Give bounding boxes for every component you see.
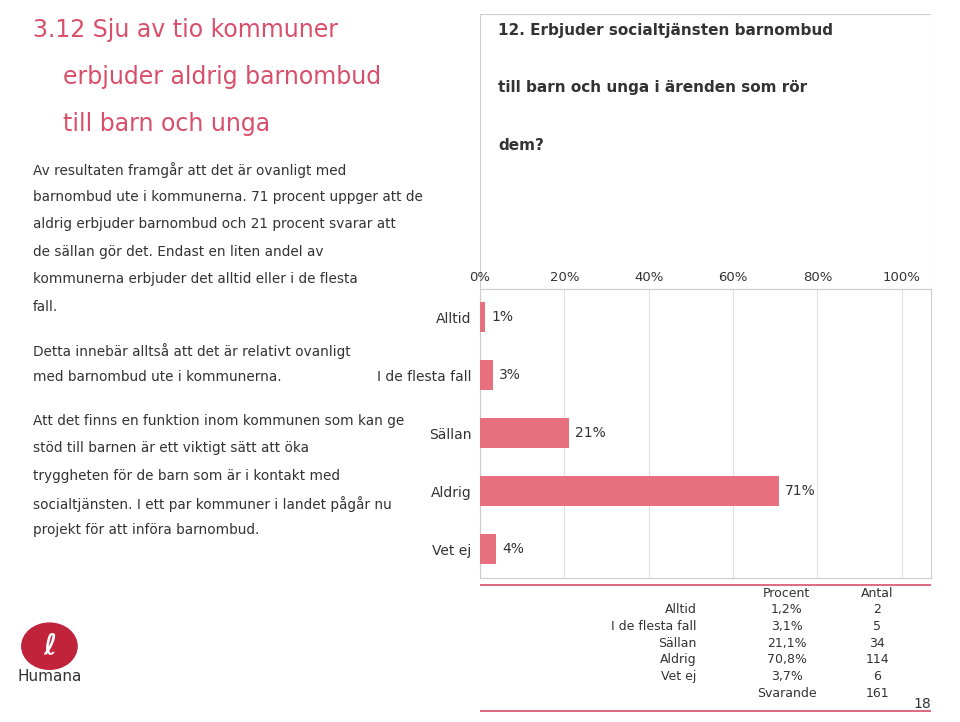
Text: Procent: Procent: [763, 587, 810, 600]
Text: 34: 34: [869, 637, 885, 650]
Bar: [480, 418, 569, 448]
Text: barnombud ute i kommunerna. 71 procent uppger att de: barnombud ute i kommunerna. 71 procent u…: [33, 190, 422, 204]
Circle shape: [22, 623, 77, 669]
FancyBboxPatch shape: [480, 14, 931, 289]
Text: projekt för att införa barnombud.: projekt för att införa barnombud.: [33, 523, 259, 537]
Text: 2: 2: [873, 604, 881, 617]
Text: 3,7%: 3,7%: [771, 670, 803, 683]
Text: 21,1%: 21,1%: [767, 637, 806, 650]
Text: aldrig erbjuder barnombud och 21 procent svarar att: aldrig erbjuder barnombud och 21 procent…: [33, 217, 396, 231]
Text: fall.: fall.: [33, 300, 58, 313]
Text: tryggheten för de barn som är i kontakt med: tryggheten för de barn som är i kontakt …: [33, 469, 340, 482]
Text: ℓ: ℓ: [43, 632, 56, 660]
Text: 1,2%: 1,2%: [771, 604, 803, 617]
Text: erbjuder aldrig barnombud: erbjuder aldrig barnombud: [33, 65, 381, 89]
Text: kommunerna erbjuder det alltid eller i de flesta: kommunerna erbjuder det alltid eller i d…: [33, 272, 357, 286]
Text: Svarande: Svarande: [757, 687, 817, 700]
Text: Att det finns en funktion inom kommunen som kan ge: Att det finns en funktion inom kommunen …: [33, 414, 404, 427]
Text: I de flesta fall: I de flesta fall: [612, 620, 697, 633]
Text: Detta innebär alltså att det är relativt ovanligt: Detta innebär alltså att det är relativt…: [33, 343, 350, 359]
Text: 71%: 71%: [785, 484, 816, 498]
Text: socialtjänsten. I ett par kommuner i landet pågår nu: socialtjänsten. I ett par kommuner i lan…: [33, 496, 392, 512]
Text: Alltid: Alltid: [664, 604, 697, 617]
Text: 12. Erbjuder socialtjänsten barnombud: 12. Erbjuder socialtjänsten barnombud: [498, 22, 833, 38]
Text: Sällan: Sällan: [659, 637, 697, 650]
Text: 114: 114: [865, 653, 889, 666]
Text: 161: 161: [865, 687, 889, 700]
Bar: [480, 477, 779, 506]
Text: 3.12 Sju av tio kommuner: 3.12 Sju av tio kommuner: [33, 18, 338, 42]
Text: till barn och unga i ärenden som rör: till barn och unga i ärenden som rör: [498, 80, 807, 95]
Text: stöd till barnen är ett viktigt sätt att öka: stöd till barnen är ett viktigt sätt att…: [33, 441, 309, 455]
Text: Av resultaten framgår att det är ovanligt med: Av resultaten framgår att det är ovanlig…: [33, 162, 346, 178]
Text: Vet ej: Vet ej: [661, 670, 697, 683]
Text: 18: 18: [914, 697, 931, 711]
Text: Aldrig: Aldrig: [660, 653, 697, 666]
Text: de sällan gör det. Endast en liten andel av: de sällan gör det. Endast en liten andel…: [33, 245, 324, 258]
Bar: [480, 302, 485, 332]
Text: 6: 6: [873, 670, 881, 683]
Text: 5: 5: [873, 620, 881, 633]
Text: med barnombud ute i kommunerna.: med barnombud ute i kommunerna.: [33, 370, 281, 384]
Text: 21%: 21%: [575, 426, 606, 440]
Text: 70,8%: 70,8%: [767, 653, 806, 666]
Text: dem?: dem?: [498, 138, 544, 153]
Bar: [480, 360, 493, 390]
Text: Antal: Antal: [861, 587, 894, 600]
Text: 3,1%: 3,1%: [771, 620, 803, 633]
Bar: [480, 534, 495, 565]
Text: till barn och unga: till barn och unga: [33, 112, 270, 136]
Text: 1%: 1%: [492, 310, 514, 324]
Text: Humana: Humana: [17, 669, 82, 684]
Text: 3%: 3%: [499, 368, 521, 382]
Text: 4%: 4%: [502, 542, 524, 557]
